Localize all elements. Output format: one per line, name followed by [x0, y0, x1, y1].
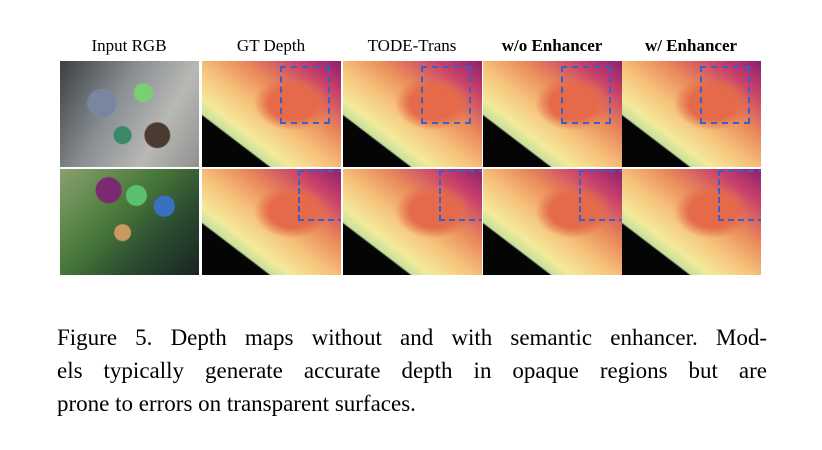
- highlight-box: [561, 66, 611, 124]
- depth-map: [202, 169, 341, 275]
- column-header: w/ Enhancer: [644, 36, 738, 55]
- column-header: GT Depth: [236, 36, 306, 55]
- caption-line: prone to errors on transparent surfaces.: [57, 391, 416, 416]
- rgb-image: [60, 61, 199, 167]
- highlight-box: [421, 66, 471, 124]
- column-header: Input RGB: [91, 36, 167, 55]
- depth-map: [343, 169, 482, 275]
- depth-map: [622, 61, 761, 167]
- highlight-box: [718, 170, 761, 221]
- depth-map: [622, 169, 761, 275]
- depth-map: [483, 169, 622, 275]
- caption-line: Figure 5. Depth maps without and with se…: [57, 325, 767, 350]
- highlight-box: [298, 170, 341, 221]
- column-header: TODE-Trans: [367, 36, 457, 55]
- depth-map: [483, 61, 622, 167]
- caption-line: els typically generate accurate depth in…: [57, 358, 767, 383]
- rgb-image: [60, 169, 199, 275]
- depth-map: [343, 61, 482, 167]
- highlight-box: [700, 66, 750, 124]
- highlight-box: [579, 170, 622, 221]
- depth-map: [202, 61, 341, 167]
- column-header: w/o Enhancer: [501, 36, 603, 55]
- highlight-box: [280, 66, 330, 124]
- highlight-box: [439, 170, 482, 221]
